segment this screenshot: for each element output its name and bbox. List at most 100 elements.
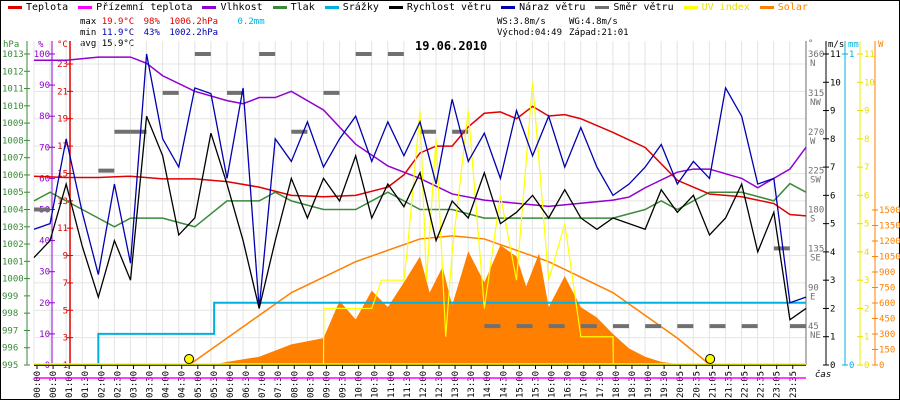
wind-direction-mark bbox=[114, 129, 131, 134]
uv-tick-label: 10 bbox=[864, 78, 875, 88]
x-tick-label: 08:30 bbox=[306, 371, 316, 398]
wind-tick-label: 6 bbox=[830, 191, 835, 201]
uv-tick-label: 3 bbox=[864, 276, 869, 286]
humidity-line bbox=[34, 56, 807, 208]
min-label: min bbox=[80, 28, 97, 38]
temperature-tick-label: 9 bbox=[63, 252, 68, 262]
sunrise-stat: Východ:04:49 bbox=[497, 28, 563, 38]
wind-speed-line bbox=[33, 115, 807, 321]
legend-swatch bbox=[759, 5, 774, 9]
direction-tick-compass: NE bbox=[810, 331, 821, 341]
wind-tick-label: 9 bbox=[830, 107, 835, 117]
max-temp: 19.9°C bbox=[101, 17, 135, 27]
humidity-tick-label: 30 bbox=[39, 268, 50, 278]
x-tick-label: 19:00 bbox=[644, 371, 654, 398]
solar-tick-label: 1200 bbox=[879, 237, 900, 247]
humidity-tick-label: 70 bbox=[39, 143, 50, 153]
wind-direction-mark bbox=[194, 52, 211, 56]
rain-tick-label: 0 bbox=[849, 361, 854, 371]
wind-tick-label: 4 bbox=[830, 248, 835, 258]
wind-direction-mark bbox=[387, 52, 404, 56]
wind-direction-mark bbox=[291, 129, 308, 134]
temperature-tick-label: 11 bbox=[57, 224, 68, 234]
humidity-tick-label: 90 bbox=[39, 81, 50, 91]
x-tick-label: 18:00 bbox=[612, 371, 622, 398]
legend-swatch bbox=[683, 5, 698, 9]
x-tick-label: 01:30 bbox=[81, 371, 91, 398]
x-tick-label: 12:00 bbox=[419, 371, 429, 398]
pressure-line bbox=[33, 182, 807, 228]
legend-swatch bbox=[8, 5, 22, 9]
pressure-tick-label: 1005 bbox=[2, 188, 24, 198]
x-tick-label: 00:00 bbox=[33, 371, 43, 398]
x-tick-label: 04:00 bbox=[162, 371, 172, 398]
x-tick-label: 07:30 bbox=[274, 371, 284, 398]
direction-tick-compass: NW bbox=[810, 98, 821, 108]
solar-tick-label: 900 bbox=[879, 268, 895, 278]
temperature-tick-label: 19 bbox=[57, 115, 68, 125]
x-tick-label: 06:30 bbox=[242, 371, 252, 398]
x-tick-label: 11:00 bbox=[387, 371, 397, 398]
legend-item: UV index bbox=[683, 2, 750, 13]
direction-unit: ° bbox=[808, 39, 813, 49]
pressure-tick-label: 1011 bbox=[2, 85, 24, 95]
humidity-tick-label: 10 bbox=[39, 330, 50, 340]
wind-tick-label: 5 bbox=[830, 220, 835, 230]
x-tick-label: 22:35 bbox=[757, 371, 767, 398]
humidity-tick-label: 60 bbox=[39, 174, 50, 184]
x-tick-label: 08:00 bbox=[290, 371, 300, 398]
uv-tick-label: 1 bbox=[864, 333, 869, 343]
wind-tick-label: 3 bbox=[830, 276, 835, 286]
wind-direction-mark bbox=[323, 90, 340, 95]
uv-tick-label: 11 bbox=[864, 50, 875, 60]
legend-label: Směr větru bbox=[613, 2, 674, 13]
direction-tick-compass: E bbox=[810, 292, 815, 302]
wind-direction-mark bbox=[227, 90, 243, 95]
x-tick-label: 03:30 bbox=[146, 371, 156, 398]
x-tick-label: 15:00 bbox=[515, 371, 525, 398]
wind-direction-mark bbox=[355, 52, 372, 56]
sunset-marker bbox=[705, 354, 716, 364]
humidity-tick-label: 20 bbox=[39, 299, 50, 309]
direction-tick-compass: W bbox=[810, 137, 816, 147]
legend-item: Solar bbox=[759, 2, 808, 13]
uv-tick-label: 6 bbox=[864, 191, 869, 201]
x-tick-label: 20:05 bbox=[676, 371, 686, 398]
pressure-tick-label: 1002 bbox=[2, 240, 24, 250]
humidity-tick-label: 80 bbox=[39, 112, 50, 122]
wind-direction-mark bbox=[259, 52, 276, 56]
wind-tick-label: 11 bbox=[830, 50, 841, 60]
wind-direction-mark bbox=[34, 207, 50, 212]
x-tick-label: 07:00 bbox=[258, 371, 268, 398]
legend-label: Teplota bbox=[26, 2, 69, 13]
x-tick-label: 13:30 bbox=[467, 371, 477, 398]
chart-title: 19.06.2010 bbox=[415, 39, 488, 53]
temperature-line bbox=[33, 105, 807, 217]
x-tick-label: 17:00 bbox=[580, 371, 590, 398]
solar-tick-label: 150 bbox=[879, 346, 895, 356]
legend-item: Náraz větru bbox=[501, 2, 585, 13]
uv-tick-label: 8 bbox=[864, 135, 869, 145]
pressure-tick-label: 1004 bbox=[2, 206, 24, 216]
temperature-unit: °C bbox=[57, 40, 68, 50]
wind-direction-mark bbox=[773, 246, 790, 251]
uv-tick-label: 2 bbox=[864, 304, 869, 314]
min-humidity: 43% bbox=[143, 28, 160, 38]
legend-item: Teplota bbox=[8, 2, 68, 13]
wind-direction-mark bbox=[789, 324, 806, 329]
solar-tick-label: 300 bbox=[879, 330, 895, 340]
solar-theoretical-line bbox=[188, 235, 711, 366]
pressure-tick-label: 1009 bbox=[2, 119, 24, 129]
temperature-tick-label: 7 bbox=[63, 279, 68, 289]
max-humidity: 98% bbox=[143, 17, 160, 27]
wind-direction-mark bbox=[484, 324, 501, 329]
direction-tick-label: 360 bbox=[808, 50, 824, 60]
x-tick-label: 06:00 bbox=[226, 371, 236, 398]
x-tick-label: 10:30 bbox=[371, 371, 381, 398]
min-pressure: 1002.2hPa bbox=[169, 28, 219, 38]
x-tick-label: 20:35 bbox=[692, 371, 702, 398]
temperature-tick-label: 3 bbox=[63, 334, 68, 344]
direction-tick-compass: SE bbox=[810, 253, 821, 263]
wind-tick-label: 8 bbox=[830, 135, 835, 145]
